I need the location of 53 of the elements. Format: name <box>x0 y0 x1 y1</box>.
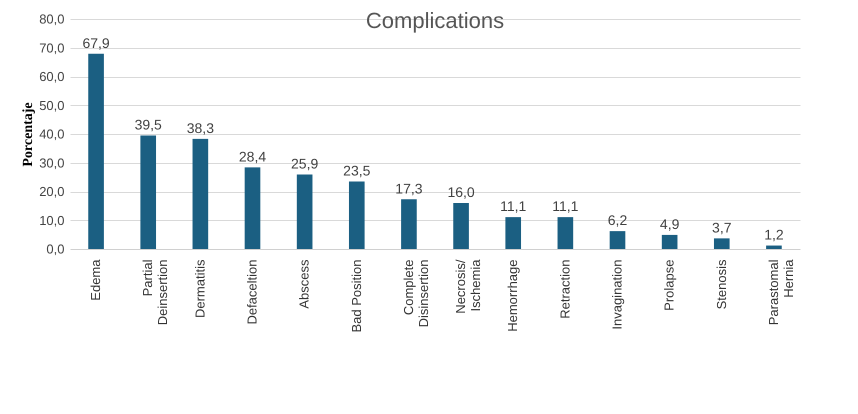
bar <box>714 238 730 249</box>
data-label: 28,4 <box>238 148 266 164</box>
bar <box>244 167 260 249</box>
x-tick-label: Stenosis <box>714 259 729 310</box>
bar <box>610 231 626 249</box>
x-tick-label: Defaceltion <box>244 260 260 325</box>
data-label: 67,9 <box>82 34 110 51</box>
bar <box>558 217 574 249</box>
y-tick-label: 40,0 <box>39 126 64 142</box>
y-tick-label: 20,0 <box>39 184 64 199</box>
data-label: 38,3 <box>186 120 214 136</box>
x-tick-label: Hemorrhage <box>505 260 520 332</box>
x-tick-label: Invagination <box>610 260 624 330</box>
y-axis-title: Porcentaje <box>21 102 36 167</box>
chart-title: Complications <box>366 8 504 33</box>
y-tick-label: 70,0 <box>39 40 64 56</box>
bar <box>348 181 365 249</box>
x-tick-label: Complete Disinsertion <box>400 260 431 328</box>
x-tick-label: Abscess <box>296 259 312 309</box>
bar <box>140 135 156 249</box>
data-label: 16,0 <box>447 184 475 200</box>
data-label: 3,7 <box>712 219 732 236</box>
x-tick-label: Edema <box>88 258 104 301</box>
bar <box>296 174 312 249</box>
y-tick-label: 80,0 <box>39 12 64 26</box>
data-label: 17,3 <box>395 180 423 196</box>
y-tick-label: 0,0 <box>46 242 64 256</box>
bar <box>505 217 522 249</box>
x-tick-label: Retraction <box>557 260 572 319</box>
x-tick-label: Parastomal Hernia <box>766 258 796 326</box>
bar <box>766 246 782 249</box>
y-tick-label: 50,0 <box>39 98 64 113</box>
y-tick-label: 10,0 <box>39 212 64 228</box>
bar <box>401 199 417 249</box>
data-label: 11,1 <box>500 198 527 214</box>
x-tick-label: Prolapse <box>662 260 677 311</box>
x-tick-label: Partial Deinsertion <box>140 259 170 326</box>
bar <box>192 138 208 249</box>
data-label: 4,9 <box>660 216 680 232</box>
data-label: 23,5 <box>343 162 371 178</box>
data-label: 25,9 <box>291 156 318 172</box>
bar <box>88 54 104 249</box>
data-label: 11,1 <box>552 198 579 214</box>
bar <box>662 234 678 249</box>
data-label: 39,5 <box>134 116 162 132</box>
x-tick-label: Dermatitis <box>192 259 208 318</box>
y-tick-label: 30,0 <box>39 155 64 170</box>
bar <box>453 203 469 249</box>
x-tick-label: Bad Position <box>348 260 364 332</box>
y-tick-label: 60,0 <box>39 69 64 84</box>
x-tick-label: Necrosis/ Ischemia <box>453 258 484 314</box>
data-label: 1,2 <box>764 226 784 243</box>
data-label: 6,2 <box>608 212 628 228</box>
